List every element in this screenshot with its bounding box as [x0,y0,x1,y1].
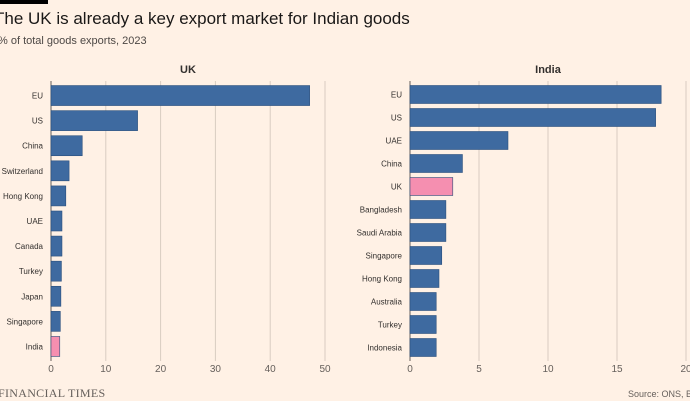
uk-tick-label: 10 [100,364,112,375]
chart-title: The UK is already a key export market fo… [0,9,410,28]
india-tick-label: 0 [407,364,413,375]
india-bar-bangladesh [409,200,447,219]
india-category-label: EU [391,91,402,100]
india-bar-uk [409,177,454,196]
uk-bar-turkey [50,260,62,282]
uk-tick-label: 40 [265,364,277,375]
india-bar-china [409,154,463,173]
uk-category-label: UAE [27,217,43,226]
uk-category-label: China [22,142,43,151]
uk-panel-chart: UK 0 10 20 30 40 50 EU US China Switzerland Hong Ko… [2,64,331,375]
uk-category-label: Singapore [7,317,44,326]
india-panel-title: India [535,64,562,76]
india-tick-label: 5 [476,364,482,375]
india-category-label: UAE [386,137,402,146]
uk-tick-label: 20 [155,364,167,375]
uk-bar-uae [50,210,63,232]
india-category-label: Indonesia [367,344,402,353]
india-bar-indonesia [409,338,437,357]
chart-subtitle: % of total goods exports, 2023 [0,35,147,47]
india-bar-singapore [409,246,443,265]
india-category-label: US [391,114,402,123]
source-note: Source: ONS, BAC [628,389,690,399]
uk-bar-canada [50,235,63,257]
india-category-label: Saudi Arabia [357,229,403,238]
uk-category-label: US [32,117,43,126]
brand-topbar [0,0,48,4]
india-category-label: China [381,160,402,169]
uk-category-label: Canada [15,242,44,251]
india-category-label: Hong Kong [362,275,402,284]
india-bar-saudi-arabia [409,223,447,242]
uk-bar-japan [50,285,62,307]
uk-tick-label: 0 [48,364,54,375]
uk-bar-hong-kong [50,185,67,207]
uk-category-label: EU [32,92,43,101]
uk-category-label: Turkey [19,267,43,276]
india-bar-turkey [409,315,437,334]
uk-bar-china [50,135,83,157]
uk-bar-india [50,336,61,357]
india-bar-uae [409,131,509,150]
uk-category-label: Hong Kong [3,192,43,201]
india-category-label: Singapore [366,252,403,261]
india-panel-chart: India 0 5 10 15 20 EU US UAE China UK Bangladesh Sau… [357,64,690,375]
uk-bar-us [50,110,138,131]
uk-category-label: Japan [21,292,43,301]
uk-tick-label: 50 [319,364,331,375]
uk-category-label: Switzerland [2,167,43,176]
india-category-label: Australia [371,298,403,307]
uk-panel-title: UK [180,64,196,76]
uk-bar-singapore [50,311,61,332]
uk-tick-label: 30 [210,364,222,375]
uk-category-label: India [26,342,44,351]
india-tick-label: 15 [611,364,623,375]
uk-bar-eu [50,85,310,106]
india-bar-us [409,108,656,127]
india-tick-label: 20 [680,364,690,375]
india-tick-label: 10 [542,364,554,375]
uk-bar-switzerland [50,160,70,182]
india-bar-australia [409,292,437,311]
india-bar-hong-kong [409,269,440,288]
india-category-label: Bangladesh [360,206,402,215]
india-category-label: UK [391,183,403,192]
india-bar-eu [409,85,662,104]
publisher-logo-text: FINANCIAL TIMES [0,386,106,400]
india-category-label: Turkey [378,321,402,330]
